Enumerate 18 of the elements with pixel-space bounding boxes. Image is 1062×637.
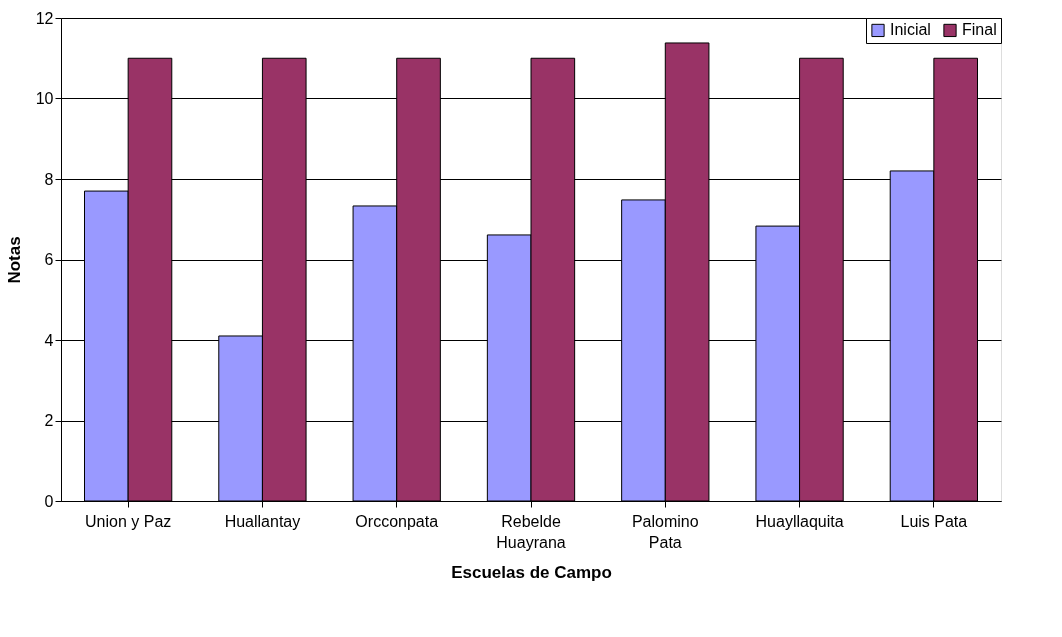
x-tick-label: Huayllaquita <box>755 512 844 530</box>
y-axis-title: Notas <box>4 236 24 284</box>
x-tick-label: Orcconpata <box>355 512 439 530</box>
y-tick-label: 10 <box>35 90 54 107</box>
y-tick-label: 2 <box>44 412 54 429</box>
legend-label: Inicial <box>890 21 931 39</box>
y-tick-label: 0 <box>44 492 54 510</box>
y-tick-label: 12 <box>35 9 54 27</box>
x-tick-label: Union y Paz <box>85 512 172 530</box>
x-tick-label: Huallantay <box>224 512 301 530</box>
x-tick-label: Palomino Pata <box>631 512 699 551</box>
legend-label: Final <box>962 21 997 39</box>
y-tick-label: 4 <box>44 331 54 349</box>
x-tick-label: Rebelde Huayrana <box>496 512 566 551</box>
y-tick-label: 6 <box>44 251 54 268</box>
x-tick-label: Luis Pata <box>900 512 968 530</box>
y-tick-label: 8 <box>44 170 54 188</box>
x-axis-title: Escuelas de Campo <box>451 562 612 582</box>
